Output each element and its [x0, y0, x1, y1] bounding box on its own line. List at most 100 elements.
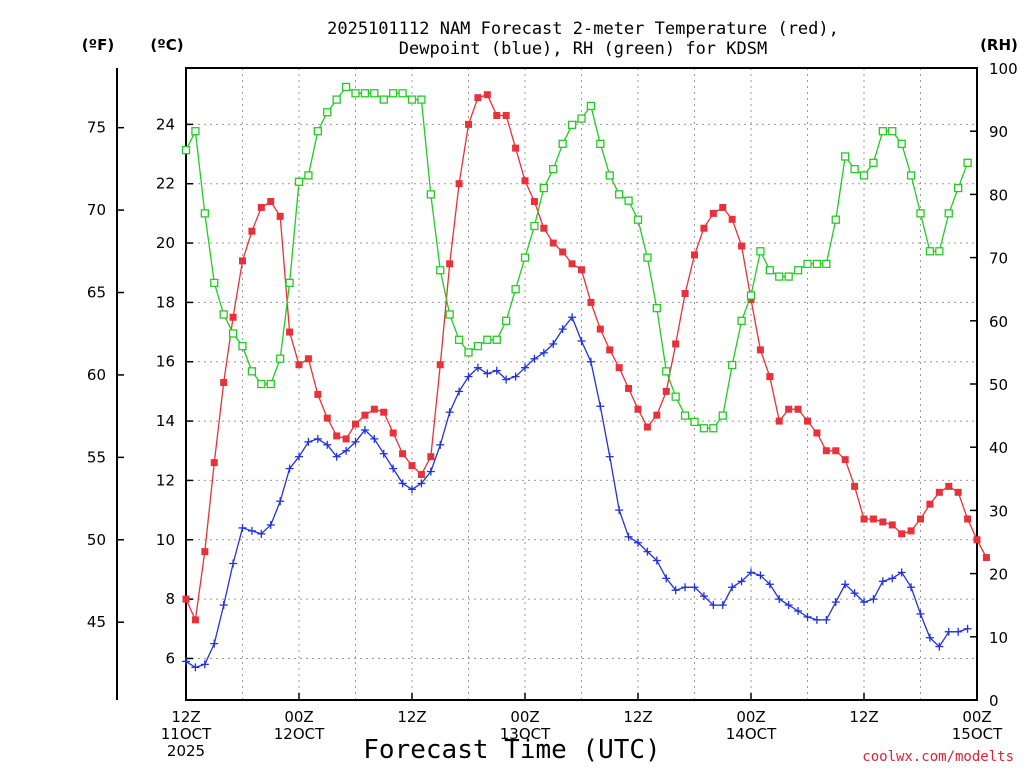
temperature-point [314, 390, 322, 398]
temperature-point [888, 521, 896, 529]
dewpoint-point [671, 586, 680, 595]
rh-point [859, 171, 869, 180]
rh-point [944, 209, 953, 218]
dewpoint-point [634, 538, 642, 547]
temperature-point [276, 212, 284, 220]
dewpoint-point [238, 523, 247, 532]
temperature-point [417, 470, 425, 478]
temperature-point [700, 224, 708, 232]
dewpoint-point [502, 375, 511, 384]
x-tick-label: 12Z [397, 708, 426, 726]
rh-point [624, 196, 633, 205]
rh-tick-label: 40 [989, 439, 1008, 457]
dewpoint-point [728, 583, 737, 592]
temperature-point [483, 91, 491, 99]
rh-point [304, 171, 313, 180]
dewpoint-point [266, 520, 275, 529]
fahrenheit-tick-label: 55 [87, 448, 106, 466]
x-tick-label: 00Z [284, 708, 313, 726]
dewpoint-point [907, 583, 916, 592]
temperature-point [333, 432, 341, 440]
temperature-point [587, 298, 595, 306]
rh-point [426, 190, 435, 199]
rh-line [185, 86, 969, 429]
temperature-point [728, 215, 736, 223]
rh-point [831, 215, 840, 224]
dewpoint-point [850, 589, 859, 598]
celsius-tick-label: 10 [156, 531, 175, 549]
chart-grid [186, 68, 977, 700]
rh-point [596, 139, 605, 148]
rh-point [586, 101, 596, 111]
fahrenheit-tick-label: 70 [87, 201, 106, 219]
dewpoint-point [389, 464, 398, 473]
rh-point [398, 89, 407, 98]
temperature-point [794, 405, 802, 413]
rh-point [200, 209, 209, 218]
x-tick-label: 00Z [962, 708, 991, 726]
rh-tick-label: 90 [989, 123, 1008, 141]
dewpoint-point [568, 313, 577, 322]
temperature-point [502, 111, 510, 119]
rh-point [897, 139, 906, 148]
dewpoint-point [342, 446, 351, 455]
temperature-point [832, 447, 840, 455]
x-tick-label: 14OCT [726, 725, 777, 743]
rh-point [464, 348, 473, 357]
fahrenheit-unit-label: (ºF) [82, 36, 114, 54]
temperature-point [380, 408, 388, 416]
temperature-point [257, 203, 265, 211]
dewpoint-point [332, 452, 341, 461]
dewpoint-point [285, 464, 294, 473]
dewpoint-point [549, 339, 558, 348]
rh-point [850, 164, 859, 174]
temperature-point [813, 429, 821, 437]
dewpoint-point [351, 437, 360, 446]
rh-tick-label: 20 [989, 566, 1008, 584]
temperature-point [662, 387, 670, 395]
credit-link[interactable]: coolwx.com/modelts [862, 749, 1014, 765]
rh-point [869, 158, 878, 167]
temperature-point [973, 536, 981, 544]
dewpoint-point [323, 440, 332, 449]
celsius-tick-label: 12 [156, 471, 175, 489]
rh-point [210, 278, 219, 288]
dewpoint-point [313, 434, 322, 443]
temperature-point [841, 456, 849, 464]
temperature-point [596, 325, 604, 333]
dewpoint-point [436, 440, 445, 449]
rh-point [266, 379, 275, 389]
temperature-point [634, 405, 642, 413]
x-tick-label: 12Z [171, 708, 200, 726]
temperature-point [625, 384, 633, 392]
rh-point [454, 335, 464, 344]
rh-point [812, 259, 822, 269]
rh-tick-label: 10 [989, 629, 1008, 647]
temperature-point [869, 515, 877, 523]
dewpoint-point [445, 408, 454, 417]
rh-point [784, 272, 793, 281]
rh-point [954, 183, 963, 193]
rh-point [775, 272, 784, 281]
dewpoint-point [370, 434, 379, 443]
dewpoint-point [219, 601, 228, 610]
temperature-point [964, 515, 972, 523]
chart-series [181, 82, 990, 672]
temperature-point [370, 405, 378, 413]
rh-point [737, 316, 746, 325]
rh-point [756, 247, 765, 256]
dewpoint-point [455, 387, 464, 396]
dewpoint-point [182, 657, 190, 666]
x-tick-label: 11OCT [161, 725, 212, 743]
rh-point [793, 266, 803, 275]
dewpoint-point [304, 437, 313, 446]
temperature-point [691, 251, 698, 259]
temperature-point [822, 447, 830, 455]
temperature-point [399, 450, 407, 458]
dewpoint-point [257, 529, 266, 538]
dewpoint-point [944, 627, 953, 636]
rh-point [351, 89, 360, 98]
temperature-point [182, 595, 190, 603]
temperature-point [851, 482, 859, 490]
